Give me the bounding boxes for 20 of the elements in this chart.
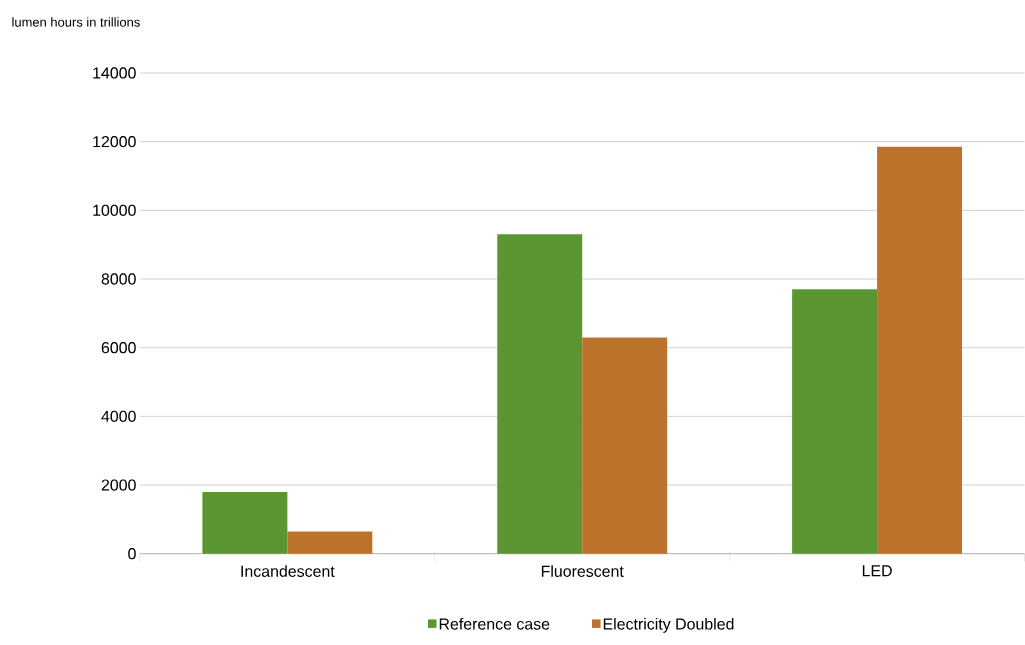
x-tick-label: Fluorescent [541, 565, 624, 578]
bar [497, 234, 583, 554]
bar [582, 337, 668, 554]
y-tick-label: 14000 [93, 67, 136, 79]
y-tick-label: 12000 [93, 136, 136, 148]
legend-label: Electricity Doubled [603, 618, 734, 634]
bar [202, 492, 288, 554]
y-tick-label: 0 [128, 548, 136, 560]
bar [287, 531, 373, 554]
x-tick-label: LED [862, 565, 892, 577]
bar [792, 289, 878, 554]
y-axis-title: lumen hours in trillions [12, 17, 140, 27]
legend-label: Reference case [439, 618, 550, 630]
bar [877, 146, 963, 554]
y-tick-label: 6000 [101, 342, 136, 354]
y-tick-label: 8000 [101, 273, 136, 285]
x-tick-label: Incandescent [241, 565, 335, 578]
y-tick-label: 2000 [101, 479, 136, 491]
y-tick-label: 10000 [93, 204, 136, 217]
y-tick-label: 4000 [101, 410, 136, 423]
